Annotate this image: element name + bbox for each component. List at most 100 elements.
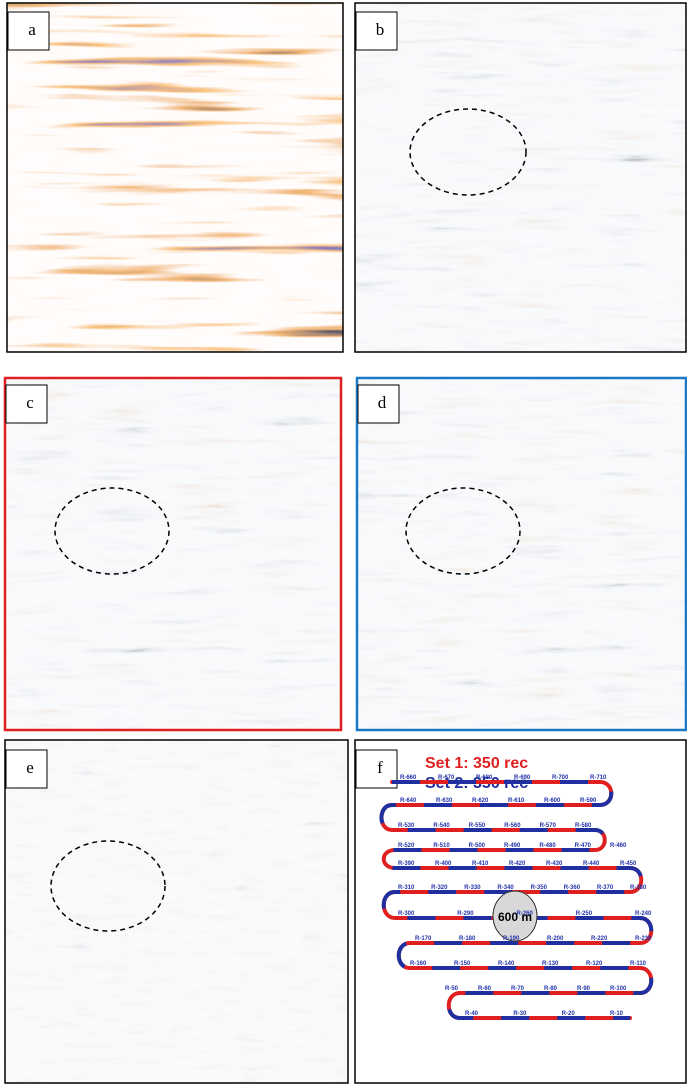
receiver-label: R-10 xyxy=(610,1011,624,1017)
panel-d: d xyxy=(355,376,687,732)
receiver-label: R-30 xyxy=(513,1011,527,1017)
dashed-circle xyxy=(54,487,170,575)
panel-label: a xyxy=(28,20,36,39)
seismic-image xyxy=(355,3,687,352)
receiver-label: R-240 xyxy=(635,911,652,917)
receiver-label: R-460 xyxy=(610,843,627,849)
receiver-label: R-580 xyxy=(575,823,592,829)
receiver-label: R-80 xyxy=(544,986,558,992)
receiver-label: R-180 xyxy=(459,936,476,942)
receiver-label: R-610 xyxy=(508,798,525,804)
panel-c: c xyxy=(3,376,343,732)
dashed-circle xyxy=(405,487,521,575)
receiver-label: R-550 xyxy=(469,823,486,829)
receiver-label: R-70 xyxy=(511,986,525,992)
receiver-label: R-310 xyxy=(398,885,415,891)
panel-label: e xyxy=(26,758,34,777)
panel-border xyxy=(6,2,344,353)
receiver-label: R-150 xyxy=(454,961,471,967)
receiver-label: R-410 xyxy=(472,861,489,867)
receiver-label: R-140 xyxy=(498,961,515,967)
receiver-label: R-690 xyxy=(514,775,531,781)
receiver-label: R-700 xyxy=(552,775,569,781)
panel-border xyxy=(3,376,343,732)
receiver-label: R-90 xyxy=(577,986,591,992)
receiver-label: R-50 xyxy=(445,986,459,992)
receiver-label: R-530 xyxy=(398,823,415,829)
label-box xyxy=(5,384,48,424)
seismic-image xyxy=(5,378,341,730)
label-box xyxy=(355,11,398,51)
receiver-label: R-260 xyxy=(517,911,534,917)
receiver-label: R-520 xyxy=(398,843,415,849)
receiver-label: R-710 xyxy=(590,775,607,781)
receiver-label: R-120 xyxy=(586,961,603,967)
seismic-image xyxy=(7,3,343,352)
receiver-label: R-500 xyxy=(469,843,486,849)
receiver-label: R-420 xyxy=(509,861,526,867)
seismic-image xyxy=(5,740,348,1084)
receiver-label: R-220 xyxy=(591,936,608,942)
receiver-label: R-390 xyxy=(398,861,415,867)
receiver-label: R-230 xyxy=(635,936,652,942)
receiver-label: R-200 xyxy=(547,936,564,942)
receiver-label: R-470 xyxy=(575,843,592,849)
receiver-label: R-160 xyxy=(410,961,427,967)
panel-label: f xyxy=(377,758,383,777)
panel-label: c xyxy=(26,393,34,412)
receiver-label: R-40 xyxy=(465,1011,479,1017)
receiver-label: R-130 xyxy=(542,961,559,967)
receiver-label: R-380 xyxy=(630,885,647,891)
receiver-label: R-670 xyxy=(438,775,455,781)
receiver-label: R-660 xyxy=(400,775,417,781)
scale-ellipse xyxy=(492,890,538,942)
receiver-label: R-190 xyxy=(503,936,520,942)
panel-label: b xyxy=(376,20,385,39)
receiver-label: R-300 xyxy=(398,911,415,917)
dashed-circle xyxy=(50,840,166,932)
panel-label: d xyxy=(378,393,387,412)
panel-f: f Set 1: 350 rec Set 2: 350 rec 600 m R-… xyxy=(354,739,687,1084)
receiver-label: R-100 xyxy=(610,986,627,992)
receiver-label: R-570 xyxy=(540,823,557,829)
receiver-label: R-60 xyxy=(478,986,492,992)
receiver-label: R-340 xyxy=(497,885,514,891)
panel-border xyxy=(4,739,349,1084)
receiver-label: R-450 xyxy=(620,861,637,867)
panel-e: e xyxy=(4,739,349,1084)
scale-label: 600 m xyxy=(498,910,532,924)
receiver-label: R-480 xyxy=(539,843,556,849)
legend-entry: Set 1: 350 rec xyxy=(425,755,528,772)
receiver-label: R-630 xyxy=(436,798,453,804)
receiver-label: R-110 xyxy=(630,961,647,967)
receiver-label: R-620 xyxy=(472,798,489,804)
receiver-label: R-640 xyxy=(400,798,417,804)
dashed-circle xyxy=(409,108,527,196)
receiver-label: R-290 xyxy=(457,911,474,917)
receiver-label: R-590 xyxy=(580,798,597,804)
receiver-label: R-560 xyxy=(504,823,521,829)
panel-a: a xyxy=(6,2,344,353)
label-box xyxy=(5,749,48,789)
receiver-label: R-440 xyxy=(583,861,600,867)
receiver-label: R-430 xyxy=(546,861,563,867)
receiver-label: R-680 xyxy=(476,775,493,781)
receiver-label: R-370 xyxy=(597,885,614,891)
receiver-label: R-250 xyxy=(576,911,593,917)
panel-border xyxy=(355,376,687,732)
receiver-label: R-320 xyxy=(431,885,448,891)
seismic-image xyxy=(356,378,687,730)
receiver-label: R-510 xyxy=(433,843,450,849)
label-box xyxy=(7,11,50,51)
receiver-label: R-490 xyxy=(504,843,521,849)
receiver-label: R-360 xyxy=(564,885,581,891)
receiver-label: R-350 xyxy=(531,885,548,891)
label-box xyxy=(357,384,400,424)
panel-border xyxy=(354,2,687,353)
receiver-label: R-600 xyxy=(544,798,561,804)
receiver-label: R-20 xyxy=(562,1011,576,1017)
panel-b: b xyxy=(354,2,687,353)
receiver-label: R-400 xyxy=(435,861,452,867)
receiver-label: R-170 xyxy=(415,936,432,942)
